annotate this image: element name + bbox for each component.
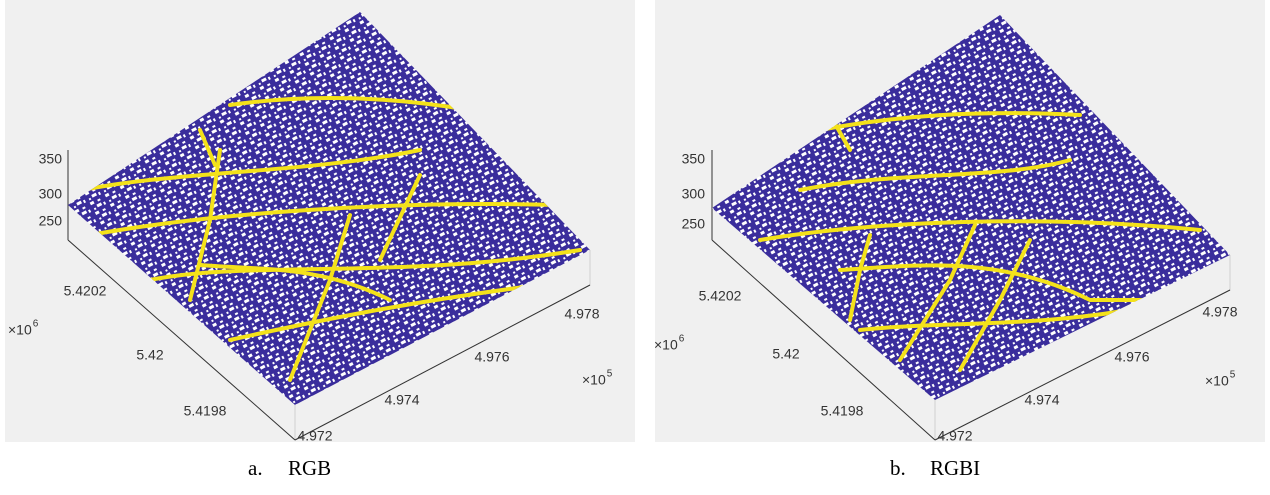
z-tick-label: 350 bbox=[682, 151, 706, 167]
x-tick-label: 4.978 bbox=[564, 306, 599, 322]
x-exponent-power: 5 bbox=[607, 369, 613, 380]
x-tick-label: 4.976 bbox=[1114, 349, 1149, 365]
caption: RGBI bbox=[930, 456, 980, 480]
x-tick-label: 4.974 bbox=[1024, 392, 1059, 408]
z-tick-label: 300 bbox=[39, 186, 63, 202]
y-exponent-power: 6 bbox=[679, 334, 685, 345]
caption-label: a. bbox=[248, 456, 263, 480]
y-exponent: ×10 bbox=[654, 337, 678, 353]
y-tick-label: 5.4198 bbox=[184, 403, 227, 419]
y-tick-label: 5.4202 bbox=[699, 288, 742, 304]
y-tick-label: 5.42 bbox=[772, 346, 799, 362]
x-tick-label: 4.978 bbox=[1202, 304, 1237, 320]
z-tick-label: 250 bbox=[682, 216, 706, 232]
x-exponent: ×10 bbox=[1205, 373, 1229, 389]
y-exponent: ×10 bbox=[8, 322, 32, 338]
z-tick-label: 300 bbox=[682, 186, 706, 202]
y-tick-label: 5.42 bbox=[136, 347, 163, 363]
z-tick-label: 350 bbox=[39, 151, 63, 167]
x-tick-label: 4.976 bbox=[474, 349, 509, 365]
y-tick-label: 5.4198 bbox=[821, 403, 864, 419]
x-tick-label: 4.972 bbox=[937, 428, 972, 444]
figure: 350 300 250 5.4202 5.42 5.4198 4.972 4.974 4.976… bbox=[0, 0, 1270, 495]
y-tick-label: 5.4202 bbox=[64, 283, 107, 299]
caption: RGB bbox=[288, 456, 331, 480]
x-tick-label: 4.972 bbox=[297, 428, 332, 444]
caption-label: b. bbox=[890, 456, 906, 480]
y-exponent-power: 6 bbox=[33, 319, 39, 330]
x-exponent-power: 5 bbox=[1230, 370, 1236, 381]
z-tick-label: 250 bbox=[39, 213, 63, 229]
x-tick-label: 4.974 bbox=[384, 392, 419, 408]
x-exponent: ×10 bbox=[582, 372, 606, 388]
